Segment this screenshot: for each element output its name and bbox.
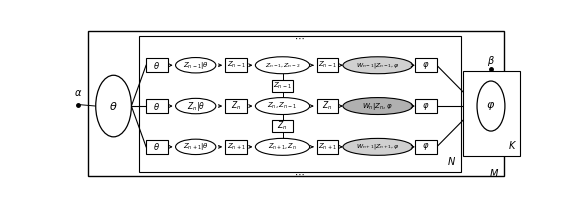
FancyBboxPatch shape	[272, 120, 294, 132]
FancyBboxPatch shape	[225, 58, 247, 72]
Ellipse shape	[343, 138, 413, 155]
FancyBboxPatch shape	[415, 58, 437, 72]
Text: $Z_{n-1}$: $Z_{n-1}$	[318, 60, 337, 70]
Text: $\varphi$: $\varphi$	[422, 141, 430, 152]
FancyBboxPatch shape	[225, 99, 247, 113]
Ellipse shape	[343, 98, 413, 114]
Text: $W_{n-1}|Z_{n-1},\varphi$: $W_{n-1}|Z_{n-1},\varphi$	[356, 61, 400, 70]
FancyBboxPatch shape	[88, 31, 504, 176]
Text: $Z_{n-1}, Z_{n-2}$: $Z_{n-1}, Z_{n-2}$	[265, 61, 300, 70]
FancyBboxPatch shape	[146, 99, 168, 113]
Text: $\theta$: $\theta$	[154, 141, 161, 152]
Text: $\alpha$: $\alpha$	[74, 88, 82, 98]
Text: $Z_n$: $Z_n$	[322, 100, 333, 112]
FancyBboxPatch shape	[463, 71, 520, 156]
Text: $W_{n+1}|Z_{n+1},\varphi$: $W_{n+1}|Z_{n+1},\varphi$	[356, 142, 400, 151]
FancyBboxPatch shape	[139, 36, 461, 172]
Ellipse shape	[176, 139, 216, 155]
Text: $\varphi$: $\varphi$	[422, 101, 430, 112]
FancyBboxPatch shape	[146, 140, 168, 154]
FancyBboxPatch shape	[415, 99, 437, 113]
Text: $Z_{n+1}, Z_n$: $Z_{n+1}, Z_n$	[268, 142, 297, 152]
Text: $\theta$: $\theta$	[154, 60, 161, 71]
Text: $\cdots$: $\cdots$	[294, 169, 305, 179]
Text: $Z_n$: $Z_n$	[231, 100, 241, 112]
Text: $Z_{n+1}$: $Z_{n+1}$	[318, 142, 337, 152]
Text: $Z_n$: $Z_n$	[277, 120, 288, 132]
FancyBboxPatch shape	[415, 140, 437, 154]
Text: $Z_{n-1}$: $Z_{n-1}$	[273, 81, 292, 91]
Ellipse shape	[176, 98, 216, 114]
Text: $\beta$: $\beta$	[487, 54, 495, 68]
Text: $W_n|Z_n,\varphi$: $W_n|Z_n,\varphi$	[362, 101, 393, 112]
Ellipse shape	[255, 57, 309, 74]
Text: $Z_{n-1}|\theta$: $Z_{n-1}|\theta$	[183, 60, 209, 71]
Text: $M$: $M$	[489, 167, 499, 179]
Ellipse shape	[176, 58, 216, 73]
Text: $Z_{n+1}$: $Z_{n+1}$	[227, 142, 246, 152]
FancyBboxPatch shape	[146, 58, 168, 72]
FancyBboxPatch shape	[316, 99, 338, 113]
Ellipse shape	[255, 98, 309, 114]
FancyBboxPatch shape	[316, 140, 338, 154]
Ellipse shape	[343, 57, 413, 74]
Text: $Z_n, Z_{n-1}$: $Z_n, Z_{n-1}$	[267, 101, 298, 111]
FancyBboxPatch shape	[272, 80, 294, 92]
Ellipse shape	[477, 81, 505, 131]
Text: $Z_n|\theta$: $Z_n|\theta$	[187, 100, 205, 113]
Text: $Z_{n-1}$: $Z_{n-1}$	[227, 60, 246, 70]
Ellipse shape	[96, 75, 131, 137]
Text: $\varphi$: $\varphi$	[422, 60, 430, 71]
Text: $Z_{n+1}|\theta$: $Z_{n+1}|\theta$	[183, 141, 209, 152]
FancyBboxPatch shape	[225, 140, 247, 154]
Text: $\theta$: $\theta$	[154, 101, 161, 112]
Text: $\cdots$: $\cdots$	[294, 33, 305, 43]
Text: $K$: $K$	[507, 139, 516, 151]
FancyBboxPatch shape	[316, 58, 338, 72]
Text: $\varphi$: $\varphi$	[486, 100, 496, 112]
Text: $N$: $N$	[447, 155, 456, 167]
Ellipse shape	[255, 138, 309, 155]
Text: $\theta$: $\theta$	[109, 100, 118, 112]
